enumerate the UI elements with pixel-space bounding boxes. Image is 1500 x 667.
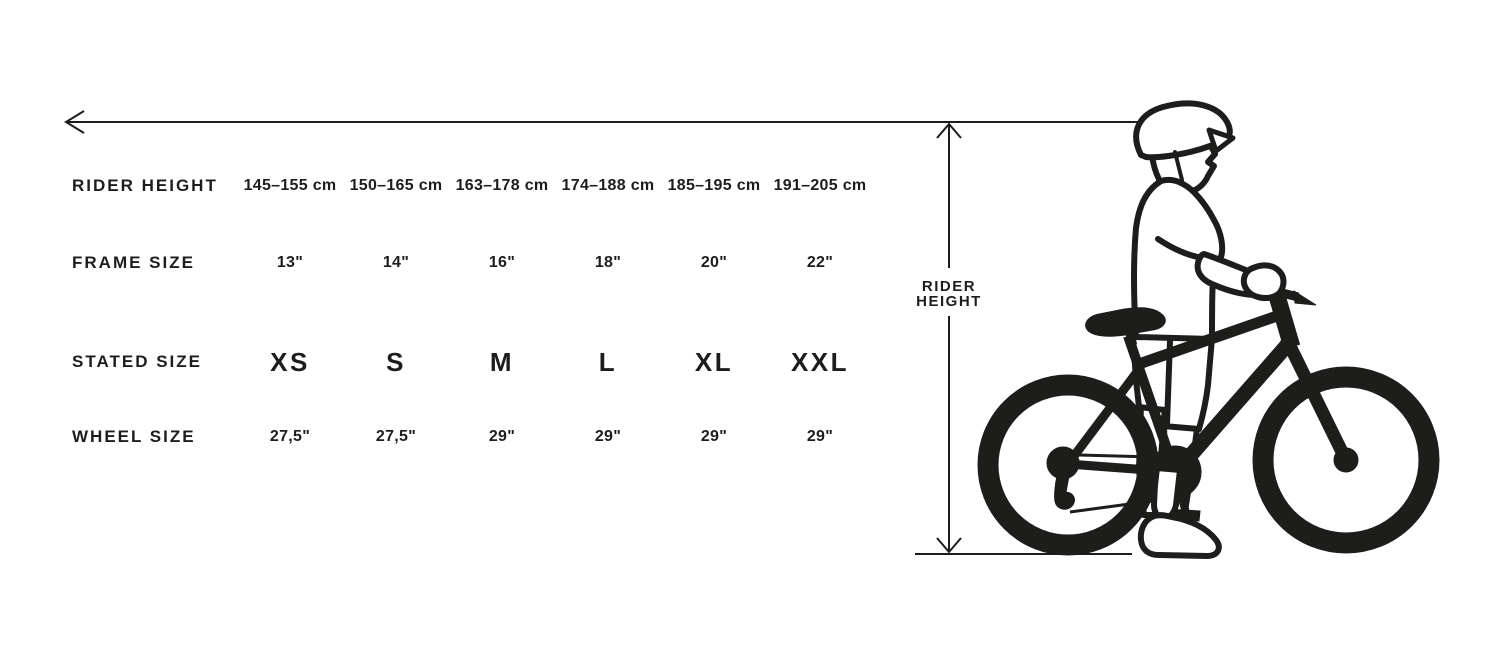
wheel-size-value-4: 29" [594,428,622,445]
chain-bottom [1069,499,1153,514]
wheel-size-value-3: 29" [488,428,516,445]
stated-size-value-1: XS [270,346,310,377]
rider-height-value-6: 191–205 cm [773,177,867,194]
wheel-size-value-5: 29" [700,428,728,445]
table-row-rider-height: RIDER HEIGHT 145–155 cm 150–165 cm 163–1… [72,170,873,202]
rider-height-value-3: 163–178 cm [455,177,549,194]
table-row-stated-size: STATED SIZE XS S M L XL XXL [72,344,873,380]
rider-hand [1240,262,1287,301]
horizontal-measure-arrow [64,110,1139,134]
wheel-size-value-1: 27,5" [269,428,311,445]
frame-size-value-2: 14" [382,254,410,271]
rear-wheel [977,374,1159,556]
rider-helmet-visor [1206,127,1236,154]
table-row-frame-size: FRAME SIZE 13" 14" 16" 18" 20" 22" [72,247,873,279]
rider-helmet-strap [1173,150,1184,182]
front-hub [1333,447,1359,473]
rider-helmet [1133,100,1233,161]
rider-height-value-1: 145–155 cm [243,177,337,194]
frame-size-value-1: 13" [276,254,304,271]
stated-size-value-5: XL [694,346,734,377]
vertical-measure-arrow [936,122,962,554]
wheel-size-value-6: 29" [806,428,834,445]
rider-height-measure-label: RIDER HEIGHT [901,279,997,309]
stated-size-value-4: L [598,346,618,377]
row-label-frame-size: FRAME SIZE [72,253,195,272]
stated-size-value-2: S [386,346,406,377]
chain-top [1078,453,1153,459]
wheel-size-value-2: 27,5" [375,428,417,445]
down-tube [1170,338,1295,477]
row-label-rider-height: RIDER HEIGHT [72,176,218,195]
front-wheel [1252,366,1440,554]
frame-size-value-4: 18" [594,254,622,271]
cassette [1046,446,1080,480]
seat-stay [1064,365,1144,467]
stated-size-value-3: M [489,346,515,377]
rider-foreground [1137,251,1287,559]
top-tube [1137,310,1279,370]
table-row-wheel-size: WHEEL SIZE 27,5" 27,5" 29" 29" 29" 29" [72,421,873,453]
rider-height-value-5: 185–195 cm [667,177,761,194]
frame-size-value-5: 20" [700,254,728,271]
frame-size-value-6: 22" [806,254,834,271]
brake-lever [1293,290,1317,306]
rider-shoe [1137,512,1222,559]
rider-height-value-2: 150–165 cm [349,177,443,194]
rider-height-value-4: 174–188 cm [561,177,655,194]
frame-size-value-3: 16" [488,254,516,271]
bike [977,279,1440,556]
row-label-wheel-size: WHEEL SIZE [72,427,196,446]
saddle [1085,307,1166,337]
rider-ankle [1151,465,1183,521]
fork [1280,335,1352,463]
rider-height-measure-label-line2: HEIGHT [916,293,982,310]
rear-derailleur [1054,475,1075,510]
seat-tube [1123,334,1180,474]
rider-height-measure-label-line1: RIDER [921,278,977,295]
stated-size-value-6: XXL [790,346,850,377]
saddle-clamp [1124,330,1138,347]
row-label-stated-size: STATED SIZE [72,352,202,371]
